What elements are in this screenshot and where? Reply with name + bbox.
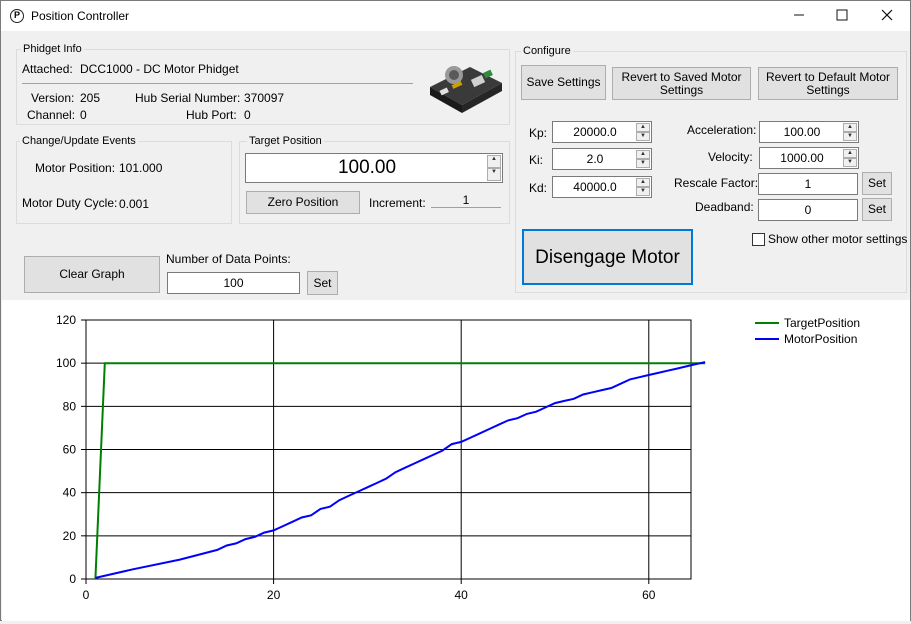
- target-position-group: [239, 141, 510, 224]
- acceleration-input[interactable]: 100.00: [759, 121, 859, 143]
- device-image: [430, 66, 502, 113]
- save-settings-button[interactable]: Save Settings: [521, 65, 606, 100]
- data-points-set-button[interactable]: Set: [307, 271, 338, 295]
- y-tick-label: 80: [63, 399, 77, 413]
- x-tick-label: 0: [83, 588, 90, 602]
- rescale-set-button[interactable]: Set: [862, 172, 892, 195]
- show-other-settings-label[interactable]: Show other motor settings: [768, 232, 908, 246]
- y-tick-label: 120: [56, 313, 76, 327]
- kp-spinner[interactable]: ▲ ▼: [636, 123, 650, 141]
- chart-area: 0 20 40 60 80 100 120 0 20 40 60 TargetPosition Moto…: [2, 300, 910, 621]
- increment-label: Increment:: [369, 196, 426, 210]
- configure-label: Configure: [521, 45, 573, 57]
- ki-value: 2.0: [586, 152, 604, 166]
- ki-label: Ki:: [529, 153, 544, 167]
- configure-group: [515, 51, 907, 293]
- spin-down-icon[interactable]: ▼: [487, 168, 501, 181]
- y-tick-label: 40: [63, 486, 77, 500]
- ki-spinner[interactable]: ▲ ▼: [636, 150, 650, 168]
- y-tick-label: 100: [56, 356, 76, 370]
- spin-up-icon[interactable]: ▲: [487, 155, 501, 168]
- plot-frame: [85, 319, 692, 580]
- data-points-label: Number of Data Points:: [166, 252, 291, 266]
- minimize-icon: [794, 14, 804, 16]
- y-tick-label: 60: [63, 443, 77, 457]
- hub-serial-value: 370097: [244, 91, 285, 105]
- channel-value: 0: [80, 108, 87, 122]
- kd-label: Kd:: [529, 181, 548, 195]
- y-tick-label: 0: [69, 572, 76, 586]
- hub-port-value: 0: [244, 108, 251, 122]
- velocity-spinner[interactable]: ▲ ▼: [843, 149, 857, 167]
- velocity-value: 1000.00: [780, 151, 824, 165]
- kd-input[interactable]: 40000.0: [552, 176, 652, 198]
- window-title: Position Controller: [31, 9, 130, 23]
- close-icon: [881, 9, 893, 21]
- ki-input[interactable]: 2.0: [552, 148, 652, 170]
- velocity-label: Velocity:: [708, 150, 753, 164]
- position-chart: 0 20 40 60 80 100 120 0 20 40 60 TargetPosition Moto…: [56, 313, 860, 602]
- events-group-label: Change/Update Events: [20, 135, 138, 147]
- legend-entry: TargetPosition: [784, 316, 860, 330]
- motor-position-label: Motor Position:: [35, 161, 116, 175]
- deadband-label: Deadband:: [695, 200, 754, 214]
- channel-label: Channel:: [27, 108, 76, 122]
- disengage-motor-button[interactable]: Disengage Motor: [522, 229, 693, 285]
- hub-port-label: Hub Port:: [186, 108, 237, 122]
- series-line-TargetPosition: [94, 362, 706, 580]
- hub-serial-label: Hub Serial Number:: [135, 91, 241, 105]
- legend-entry: MotorPosition: [784, 332, 857, 346]
- kp-label: Kp:: [529, 126, 548, 140]
- increment-track: [431, 207, 501, 208]
- data-points-input[interactable]: 100: [167, 272, 300, 294]
- duty-cycle-label: Motor Duty Cycle:: [22, 196, 118, 210]
- duty-cycle-value: 0.001: [119, 197, 150, 211]
- maximize-button[interactable]: [819, 1, 865, 31]
- close-button[interactable]: [864, 1, 910, 31]
- revert-saved-button[interactable]: Revert to Saved Motor Settings: [612, 67, 751, 100]
- y-tick-label: 20: [63, 529, 77, 543]
- maximize-icon: [836, 9, 848, 21]
- target-position-input[interactable]: 100.00: [245, 153, 503, 183]
- target-position-label: Target Position: [247, 135, 324, 147]
- acceleration-spinner[interactable]: ▲ ▼: [843, 123, 857, 141]
- increment-value[interactable]: 1: [462, 193, 470, 207]
- phidget-info-label: Phidget Info: [21, 43, 84, 55]
- deadband-set-button[interactable]: Set: [862, 198, 892, 221]
- events-group: [16, 141, 232, 224]
- show-other-settings-checkbox[interactable]: [752, 233, 765, 246]
- attached-label: Attached:: [22, 62, 73, 76]
- x-tick-label: 20: [267, 588, 281, 602]
- rescale-factor-input[interactable]: 1: [758, 173, 858, 195]
- acceleration-label: Acceleration:: [687, 123, 757, 137]
- target-position-value: 100.00: [337, 157, 397, 178]
- attached-value: DCC1000 - DC Motor Phidget: [80, 62, 239, 76]
- kd-spinner[interactable]: ▲ ▼: [636, 178, 650, 196]
- phidget-logo-icon: P: [10, 9, 24, 23]
- acceleration-value: 100.00: [783, 125, 821, 139]
- version-value: 205: [80, 91, 101, 105]
- zero-position-button[interactable]: Zero Position: [246, 191, 360, 214]
- info-separator: [22, 83, 413, 84]
- kp-input[interactable]: 20000.0: [552, 121, 652, 143]
- title-bar[interactable]: P Position Controller: [1, 1, 910, 31]
- clear-graph-button[interactable]: Clear Graph: [24, 256, 160, 293]
- deadband-input[interactable]: 0: [758, 199, 858, 221]
- phidget-info-group: [16, 49, 510, 125]
- version-label: Version:: [31, 91, 75, 105]
- motor-position-value: 101.000: [119, 161, 163, 175]
- x-tick-label: 40: [455, 588, 469, 602]
- kd-value: 40000.0: [573, 180, 617, 194]
- kp-value: 20000.0: [573, 125, 617, 139]
- rescale-factor-label: Rescale Factor:: [674, 176, 759, 190]
- velocity-input[interactable]: 1000.00: [759, 147, 859, 169]
- minimize-button[interactable]: [776, 1, 822, 31]
- x-tick-label: 60: [642, 588, 656, 602]
- series-line-MotorPosition: [95, 361, 706, 579]
- target-position-spinner[interactable]: ▲ ▼: [487, 155, 501, 181]
- revert-default-button[interactable]: Revert to Default Motor Settings: [758, 67, 898, 100]
